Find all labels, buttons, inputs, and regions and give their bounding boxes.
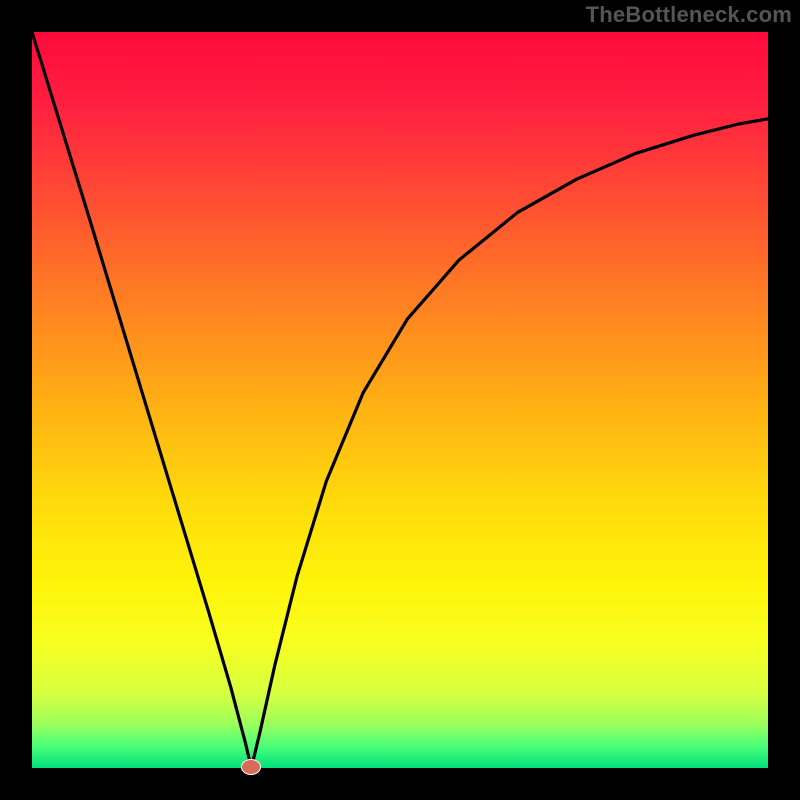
watermark-text: TheBottleneck.com (586, 2, 792, 28)
plot-area (32, 32, 768, 768)
minimum-marker (241, 759, 261, 775)
chart-frame: TheBottleneck.com (0, 0, 800, 800)
bottleneck-curve (32, 32, 768, 768)
